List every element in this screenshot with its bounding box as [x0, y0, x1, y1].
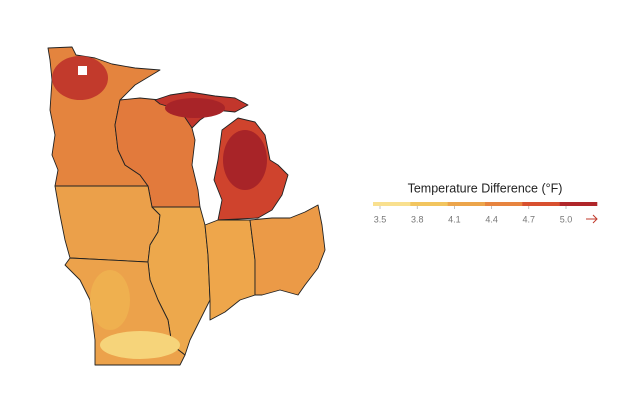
state-indiana: [204, 219, 256, 321]
legend-tick-label: 5.0: [560, 214, 573, 224]
legend-title: Temperature Difference (°F): [408, 181, 563, 195]
legend-swatch: [373, 202, 411, 206]
legend-swatch: [522, 202, 560, 206]
legend-tick-label: 4.1: [448, 214, 461, 224]
cool-region: [100, 331, 180, 359]
legend-tick-label: 4.4: [485, 214, 498, 224]
legend-swatch: [410, 202, 448, 206]
state-iowa: [54, 185, 161, 263]
legend: Temperature Difference (°F) 3.5 3.8 4.1 4.4…: [373, 181, 598, 224]
legend-swatch: [447, 202, 486, 206]
legend-tick-label: 4.7: [523, 214, 536, 224]
legend-arrow: [586, 214, 598, 224]
legend-tick-label: 3.5: [374, 214, 387, 224]
hot-region: [223, 130, 267, 190]
warm-region: [90, 270, 130, 330]
legend-swatch: [559, 202, 598, 206]
hot-region: [52, 56, 108, 100]
legend-swatch: [485, 202, 523, 206]
no-data: [78, 66, 87, 75]
map: [47, 46, 326, 366]
legend-bar: 3.5 3.8 4.1 4.4 4.7 5.0: [373, 202, 598, 224]
state-ohio: [249, 204, 326, 296]
legend-tick-label: 3.8: [411, 214, 424, 224]
hot-region: [165, 98, 225, 118]
